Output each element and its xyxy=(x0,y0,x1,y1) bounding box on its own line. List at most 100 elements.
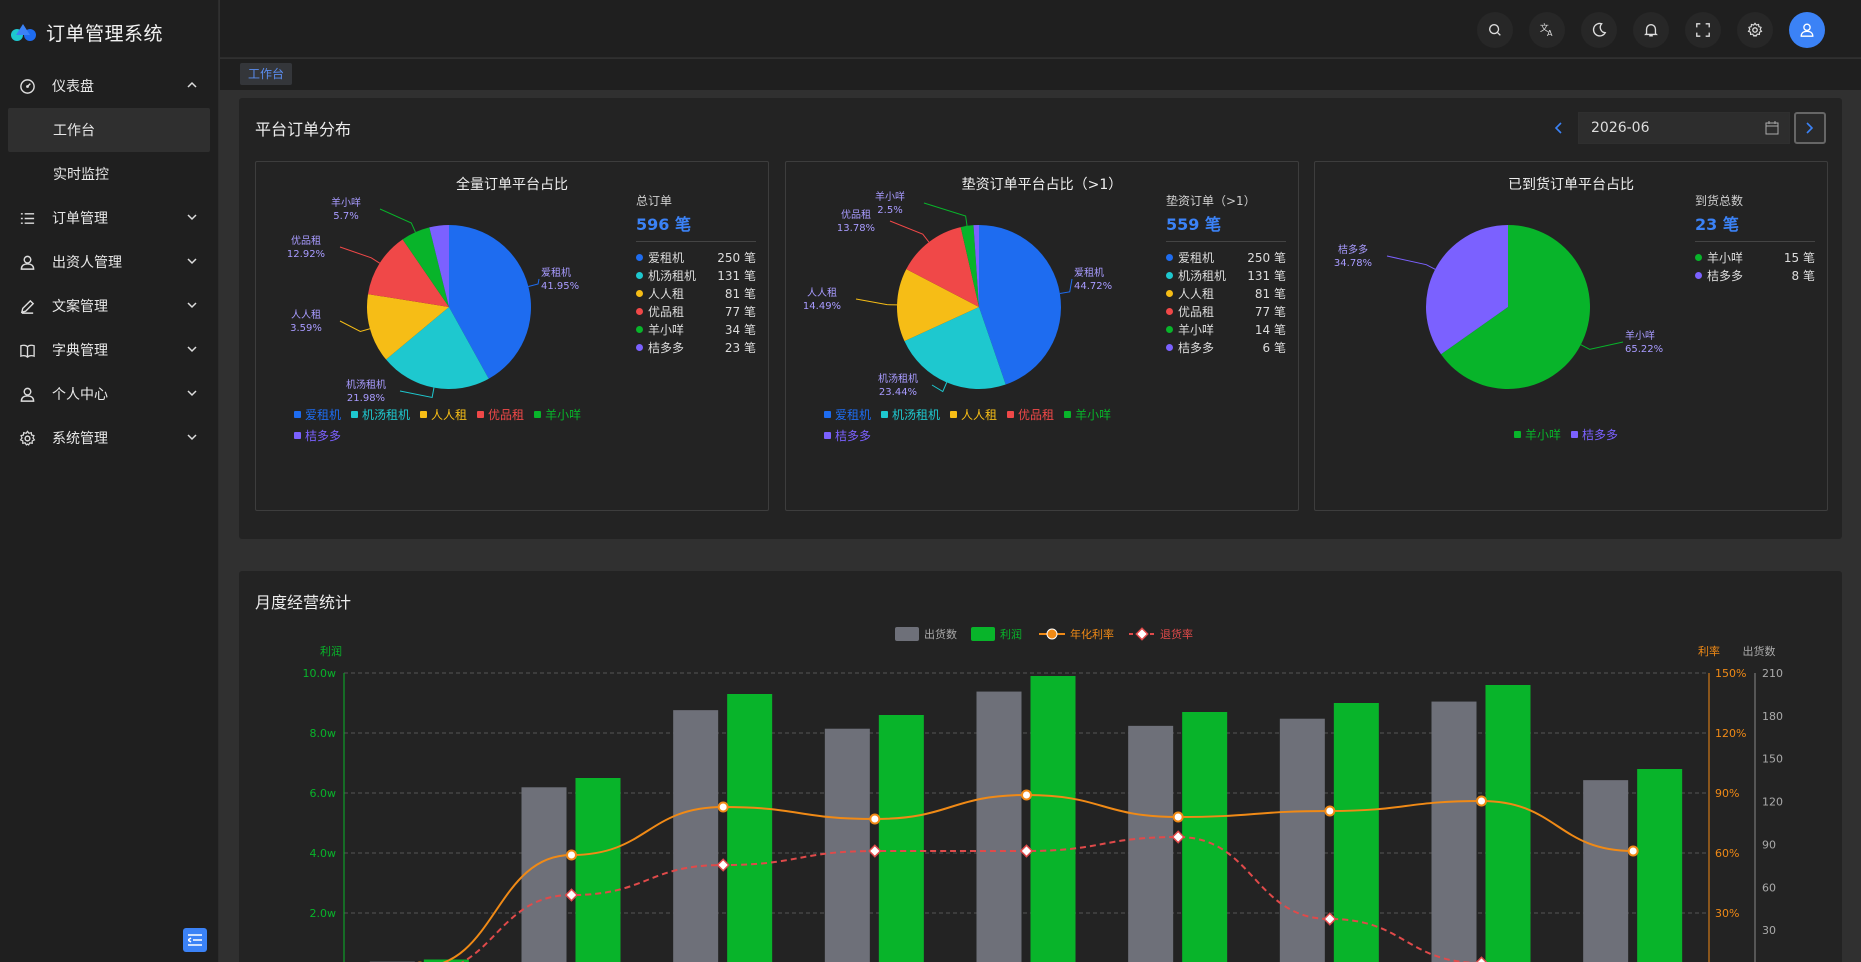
order-distribution-card: 平台订单分布 2026-06 全量订单平台占比 爱租机 41.95% 机汤租机 21.9… xyxy=(239,98,1842,539)
bar-shipments[interactable] xyxy=(1431,701,1477,962)
avatar-button[interactable] xyxy=(1789,12,1825,48)
chart-legend-item[interactable]: 出货数 xyxy=(895,627,957,641)
tab-workbench[interactable]: 工作台 xyxy=(240,63,293,85)
legend-item[interactable]: 羊小咩 xyxy=(1513,427,1561,442)
sidebar-subitem-1[interactable]: 实时监控 xyxy=(53,167,109,183)
sidebar-item-4[interactable]: 字典管理 xyxy=(0,328,218,372)
annual-rate-point[interactable] xyxy=(1021,789,1032,801)
pie-slice[interactable] xyxy=(429,225,449,307)
pie-slice[interactable] xyxy=(368,239,449,307)
legend-item[interactable]: 人人租 xyxy=(420,407,467,422)
bar-profit[interactable] xyxy=(1485,685,1531,962)
legend-item[interactable]: 爱租机 xyxy=(294,407,341,422)
bar-shipments[interactable] xyxy=(824,728,870,962)
bar-shipments[interactable] xyxy=(1279,718,1325,962)
moon-button[interactable] xyxy=(1581,12,1617,48)
bar-profit[interactable] xyxy=(1333,703,1379,962)
legend-swatch xyxy=(1064,410,1072,418)
stat-row: 羊小咩 15 笔 xyxy=(1695,248,1815,266)
bar-profit[interactable] xyxy=(575,778,621,962)
return-rate-point[interactable] xyxy=(1323,912,1337,926)
legend-dot xyxy=(636,289,643,297)
pie-slice[interactable] xyxy=(1441,225,1590,389)
collapse-sidebar-button[interactable] xyxy=(183,928,207,952)
annual-rate-point[interactable] xyxy=(566,849,577,861)
pie-slice[interactable] xyxy=(904,307,1006,389)
legend-item[interactable]: 羊小咩 xyxy=(534,407,581,422)
app-logo[interactable]: 订单管理系统 xyxy=(0,0,218,64)
annual-rate-point[interactable] xyxy=(1476,795,1487,807)
legend-item[interactable]: 爱租机 xyxy=(824,407,871,422)
legend-item[interactable]: 机汤租机 xyxy=(881,407,940,422)
pie-slice[interactable] xyxy=(402,227,449,307)
legend-item[interactable]: 羊小咩 xyxy=(1064,407,1111,422)
legend-item[interactable]: 机汤租机 xyxy=(351,407,410,422)
sidebar-item-5[interactable]: 个人中心 xyxy=(0,372,218,416)
legend-item[interactable]: 人人租 xyxy=(950,407,997,422)
stat-row: 人人租 81 笔 xyxy=(636,284,756,302)
chart-legend-item[interactable]: 退货率 xyxy=(1129,627,1193,641)
sidebar-item-0[interactable]: 仪表盘 xyxy=(0,64,218,108)
search-button[interactable] xyxy=(1477,12,1513,48)
bar-profit[interactable] xyxy=(1637,769,1683,962)
sidebar-item-3[interactable]: 文案管理 xyxy=(0,284,218,328)
bar-shipments[interactable] xyxy=(521,787,567,962)
bar-profit[interactable] xyxy=(727,694,773,962)
bar-shipments[interactable] xyxy=(1128,725,1174,962)
month-input[interactable]: 2026-06 xyxy=(1578,112,1790,144)
sidebar-item-6[interactable]: 系统管理 xyxy=(0,416,218,460)
legend-dot xyxy=(636,325,643,333)
next-month-button[interactable] xyxy=(1794,112,1826,144)
fullscreen-button[interactable] xyxy=(1685,12,1721,48)
sidebar-item-2[interactable]: 出资人管理 xyxy=(0,240,218,284)
monthly-title: 月度经营统计 xyxy=(255,593,352,612)
annual-rate-point[interactable] xyxy=(869,813,881,825)
chevron-up-icon xyxy=(186,79,198,95)
pie-slice[interactable] xyxy=(449,225,531,379)
legend-item[interactable]: 桔多多 xyxy=(824,428,871,443)
pie-chart: 爱租机 44.72% 机汤租机 23.44% 人人租 14.49% 优品租 13.78% 羊小咩… xyxy=(803,190,1112,398)
bell-button[interactable] xyxy=(1633,12,1669,48)
annual-rate-point[interactable] xyxy=(1324,805,1336,817)
prev-month-button[interactable] xyxy=(1542,112,1574,144)
bar-shipments[interactable] xyxy=(1583,780,1629,962)
search-icon xyxy=(1489,24,1501,36)
pie-slice[interactable] xyxy=(386,307,489,389)
pie-slice[interactable] xyxy=(1426,225,1508,355)
gear-button[interactable] xyxy=(1737,12,1773,48)
legend-item[interactable]: 优品租 xyxy=(477,407,524,422)
legend-item[interactable]: 桔多多 xyxy=(1571,427,1618,442)
sidebar-item-1[interactable]: 订单管理 xyxy=(0,196,218,240)
chart-legend-item[interactable]: 年化利率 xyxy=(1039,627,1114,641)
bar-profit[interactable] xyxy=(1030,676,1076,962)
bar-profit[interactable] xyxy=(878,715,924,962)
pie-slice[interactable] xyxy=(979,225,1061,385)
pie-slice[interactable] xyxy=(367,294,449,360)
return-rate-point[interactable] xyxy=(1019,844,1034,858)
return-rate-point[interactable] xyxy=(564,888,579,902)
annual-rate-point[interactable] xyxy=(1627,845,1639,857)
pie-slice[interactable] xyxy=(960,225,979,307)
pie-slice[interactable] xyxy=(906,227,979,307)
sidebar-subitem-0[interactable]: 工作台 xyxy=(8,108,210,152)
stat-row: 羊小咩 34 笔 xyxy=(636,320,756,338)
bar-shipments[interactable] xyxy=(673,710,719,962)
chart-legend-item[interactable]: 利润 xyxy=(971,627,1022,641)
annual-rate-point[interactable] xyxy=(1172,811,1184,823)
list-icon xyxy=(20,212,34,224)
return-rate-point[interactable] xyxy=(716,858,730,872)
stat-count: 81 笔 xyxy=(1254,286,1286,301)
pie-slice[interactable] xyxy=(973,225,979,307)
return-rate-point[interactable] xyxy=(868,844,882,858)
bar-profit[interactable] xyxy=(1182,712,1228,962)
return-rate-point[interactable] xyxy=(1474,956,1489,962)
annual-rate-point[interactable] xyxy=(717,801,729,813)
return-rate-point[interactable] xyxy=(1171,830,1185,844)
rate-tick-label: 120% xyxy=(1715,727,1746,740)
pie-slice[interactable] xyxy=(897,269,979,342)
legend-dot xyxy=(1166,253,1173,261)
legend-item[interactable]: 优品租 xyxy=(1007,407,1054,422)
legend-item[interactable]: 桔多多 xyxy=(294,428,341,443)
bar-shipments[interactable] xyxy=(976,691,1022,962)
